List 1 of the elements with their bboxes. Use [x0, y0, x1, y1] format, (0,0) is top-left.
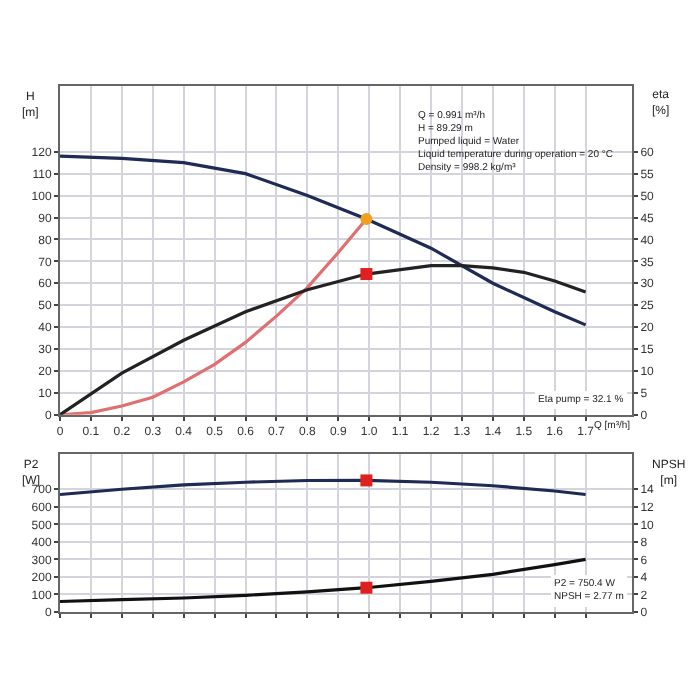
line-series	[60, 264, 588, 415]
